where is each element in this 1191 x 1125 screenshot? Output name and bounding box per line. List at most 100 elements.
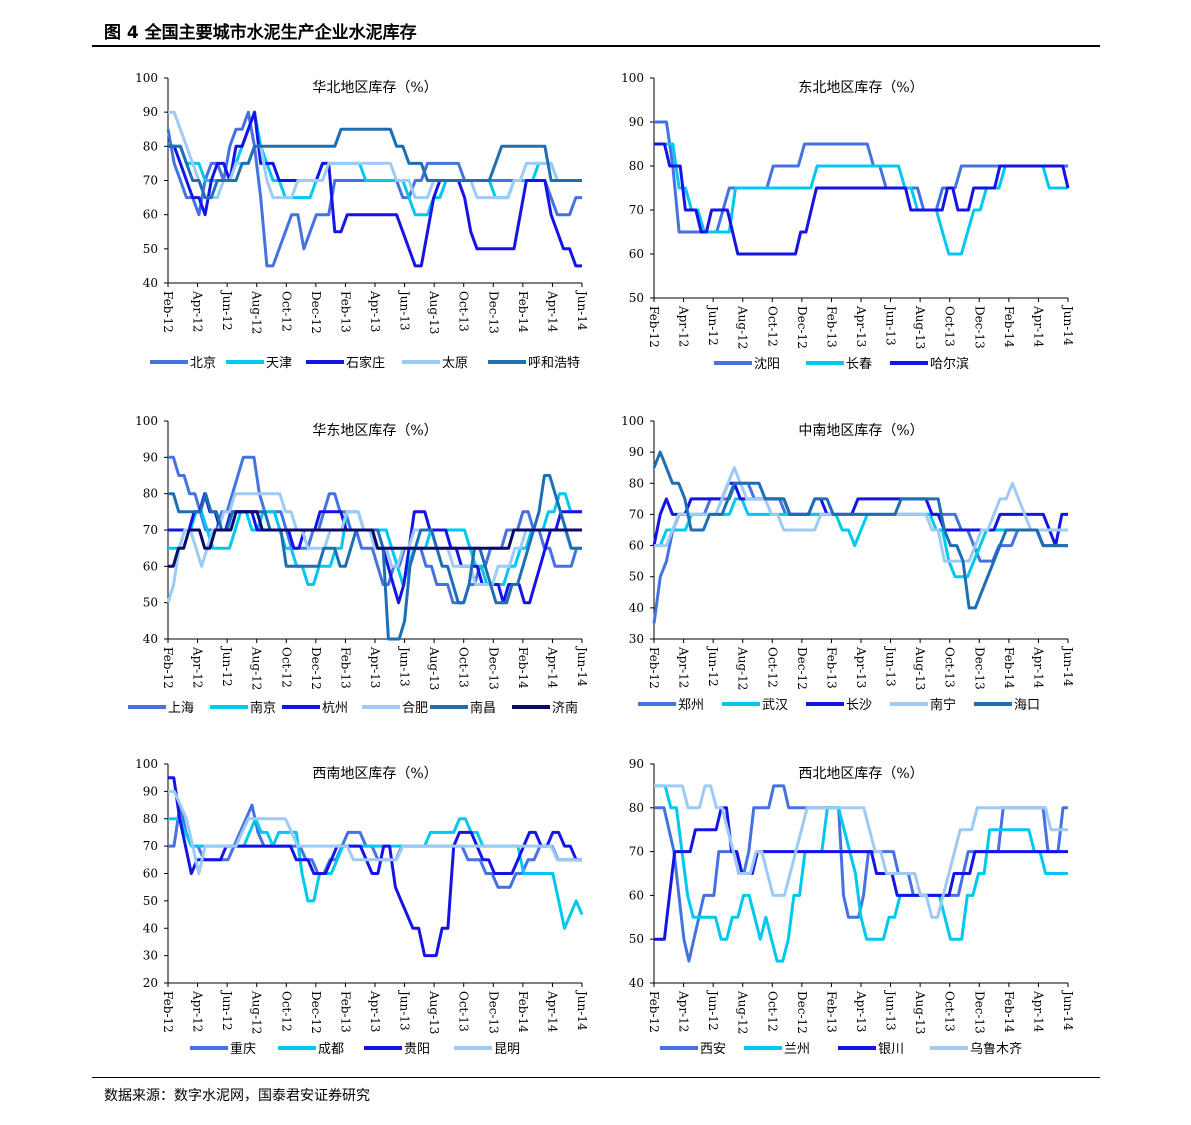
- y-tick-label: 80: [629, 476, 644, 490]
- x-tick-label: Feb-13: [338, 991, 352, 1033]
- legend-label: 南京: [250, 700, 276, 716]
- series-line-1: [652, 481, 1068, 624]
- legend-label: 武汉: [762, 698, 788, 713]
- x-tick-label: Apr-12: [677, 646, 691, 688]
- x-tick-label: Feb-12: [647, 306, 661, 348]
- legend-label: 济南: [552, 700, 578, 716]
- x-tick-label: Apr-14: [545, 990, 559, 1033]
- x-tick-label: Jun-12: [220, 289, 234, 331]
- x-tick-label: Oct-12: [765, 647, 779, 688]
- x-tick-label: Oct-13: [457, 647, 471, 688]
- x-tick-label: Feb-12: [161, 991, 175, 1033]
- y-tick-label: 60: [629, 888, 644, 902]
- x-tick-label: Feb-12: [647, 991, 661, 1033]
- y-tick-label: 90: [629, 115, 644, 129]
- legend-label: 沈阳: [754, 357, 780, 372]
- series-line-5: [652, 450, 1068, 610]
- legend-label: 合肥: [402, 701, 428, 716]
- legend-label: 哈尔滨: [930, 356, 969, 372]
- y-tick-label: 50: [143, 596, 158, 610]
- x-tick-label: Dec-13: [486, 991, 500, 1034]
- chart-panel-4: 30 40 50 60 70 80 90 100 Feb-12 Apr-12 Jun-12 Aug-1…: [621, 414, 1075, 713]
- x-tick-label: Dec-13: [486, 647, 500, 690]
- x-tick-label: Oct-12: [279, 647, 293, 688]
- x-tick-label: Dec-12: [309, 291, 323, 334]
- y-tick-label: 90: [143, 784, 158, 798]
- x-tick-label: Dec-12: [309, 647, 323, 690]
- series-line-1: [166, 110, 582, 268]
- x-tick-label: Aug-13: [913, 646, 927, 690]
- series-line-4: [168, 110, 582, 200]
- x-tick-label: Jun-14: [1061, 989, 1075, 1031]
- x-tick-label: Aug-13: [913, 305, 927, 349]
- x-tick-label: Apr-12: [191, 290, 205, 332]
- x-tick-label: Oct-12: [279, 291, 293, 332]
- x-tick-label: Dec-13: [972, 647, 986, 690]
- x-tick-label: Jun-12: [220, 989, 234, 1031]
- y-tick-label: 30: [143, 949, 158, 963]
- series-line-4: [166, 492, 582, 604]
- x-tick-label: Oct-12: [279, 991, 293, 1032]
- y-tick-label: 50: [629, 570, 644, 584]
- legend-label: 长春: [846, 357, 872, 372]
- y-tick-label: 70: [143, 174, 158, 188]
- x-tick-label: Oct-13: [457, 991, 471, 1032]
- y-tick-label: 80: [143, 139, 158, 153]
- x-tick-label: Feb-13: [824, 306, 838, 348]
- y-tick-label: 60: [629, 247, 644, 261]
- y-tick-label: 90: [143, 450, 158, 464]
- x-tick-label: Apr-12: [677, 305, 691, 347]
- x-tick-label: Dec-13: [486, 291, 500, 334]
- y-tick-label: 40: [143, 276, 158, 290]
- chart-panel-2: 50 60 70 80 90 100 Feb-12 Apr-12 Jun-12 Aug-12 Oct…: [621, 71, 1075, 372]
- series-line-4: [654, 784, 1068, 919]
- x-tick-label: Dec-12: [795, 647, 809, 690]
- x-tick-label: Jun-12: [706, 645, 720, 687]
- y-tick-label: 70: [629, 507, 644, 521]
- y-tick-label: 90: [629, 445, 644, 459]
- source-note: 数据来源：数字水泥网，国泰君安证券研究: [104, 1088, 370, 1104]
- x-tick-label: Feb-12: [161, 647, 175, 689]
- x-tick-label: Oct-12: [765, 991, 779, 1032]
- y-tick-label: 60: [143, 559, 158, 573]
- legend-label: 南昌: [470, 700, 496, 716]
- y-tick-label: 30: [629, 632, 644, 646]
- y-tick-label: 70: [629, 845, 644, 859]
- chart-panel-3: 40 50 60 70 80 90 100 Feb-12 Apr-12 Jun-12 Aug-12 O…: [128, 414, 589, 716]
- x-tick-label: Feb-13: [824, 991, 838, 1033]
- legend-label: 银川: [878, 1042, 904, 1057]
- series-line-4: [168, 789, 582, 875]
- x-tick-label: Oct-13: [943, 647, 957, 688]
- chart-title: 华东地区库存（%）: [312, 423, 437, 439]
- x-tick-label: Dec-13: [972, 306, 986, 349]
- series-line-5: [168, 127, 582, 200]
- series-line-1: [654, 784, 1068, 963]
- x-tick-label: Apr-14: [1031, 305, 1045, 348]
- x-tick-label: Feb-14: [516, 647, 530, 689]
- chart-title: 中南地区库存（%）: [798, 423, 923, 439]
- x-tick-label: Apr-12: [677, 990, 691, 1032]
- legend-label: 海口: [1014, 698, 1040, 713]
- x-tick-label: Dec-12: [309, 991, 323, 1034]
- x-tick-label: Jun-14: [1061, 304, 1075, 346]
- x-tick-label: Apr-14: [1031, 646, 1045, 689]
- series-line-3: [168, 110, 582, 268]
- x-tick-label: Apr-12: [191, 990, 205, 1032]
- legend-label: 呼和浩特: [528, 356, 580, 371]
- series-line-6: [168, 510, 582, 568]
- legend-label: 成都: [318, 1042, 344, 1057]
- x-tick-label: Jun-13: [398, 989, 412, 1031]
- x-tick-label: Aug-12: [736, 646, 750, 690]
- chart-title: 华北地区库存（%）: [312, 80, 437, 96]
- x-tick-label: Feb-14: [1002, 991, 1016, 1033]
- x-tick-label: Feb-13: [338, 291, 352, 333]
- x-tick-label: Oct-13: [943, 991, 957, 1032]
- x-tick-label: Feb-14: [516, 991, 530, 1033]
- legend-label: 昆明: [494, 1042, 520, 1057]
- x-tick-label: Jun-13: [884, 645, 898, 687]
- x-tick-label: Dec-13: [972, 991, 986, 1034]
- x-tick-label: Jun-14: [575, 989, 589, 1031]
- x-tick-label: Feb-12: [647, 647, 661, 689]
- y-tick-label: 50: [143, 894, 158, 908]
- x-tick-label: Oct-13: [943, 306, 957, 347]
